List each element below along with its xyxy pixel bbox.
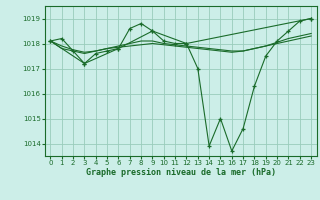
X-axis label: Graphe pression niveau de la mer (hPa): Graphe pression niveau de la mer (hPa) — [86, 168, 276, 177]
